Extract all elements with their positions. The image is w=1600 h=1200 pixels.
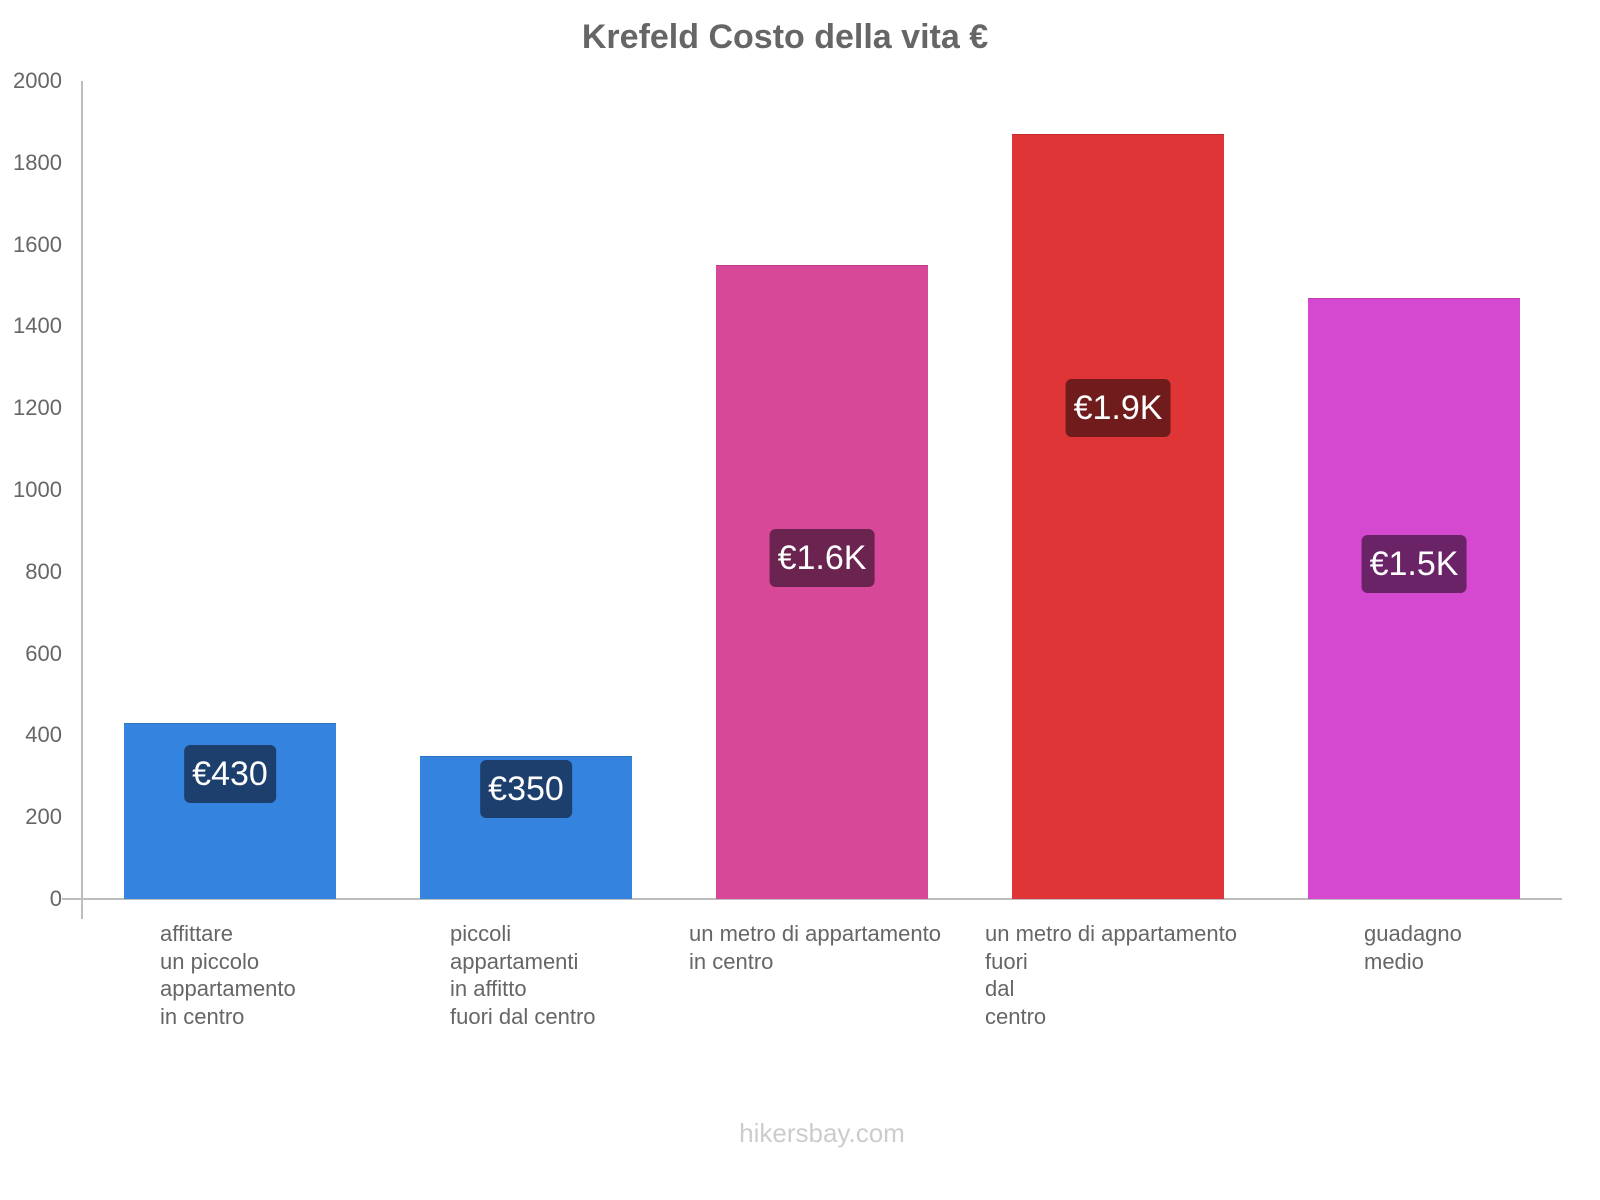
x-category-label: affittare un piccolo appartamento in cen… bbox=[160, 920, 296, 1030]
bar-rent-small-apartment-center: €430 bbox=[124, 723, 336, 899]
y-tick-label: 1400 bbox=[0, 313, 62, 339]
y-tick-label: 200 bbox=[0, 804, 62, 830]
chart-title: Krefeld Costo della vita € bbox=[0, 18, 1570, 57]
value-badge: €1.9K bbox=[1066, 379, 1171, 437]
bar-rent-small-apartment-outside: €350 bbox=[420, 756, 632, 899]
value-badge: €1.6K bbox=[770, 529, 875, 587]
y-tick-label: 400 bbox=[0, 722, 62, 748]
y-tick-label: 1800 bbox=[0, 150, 62, 176]
y-tick-label: 800 bbox=[0, 559, 62, 585]
y-axis-line bbox=[81, 81, 83, 919]
bar-average-salary: €1.5K bbox=[1308, 298, 1520, 899]
x-category-label: guadagno medio bbox=[1364, 920, 1462, 975]
y-tick-label: 1200 bbox=[0, 395, 62, 421]
watermark: hikersbay.com bbox=[0, 1118, 1600, 1149]
value-badge: €1.5K bbox=[1362, 535, 1467, 593]
y-tick-label: 2000 bbox=[0, 68, 62, 94]
x-category-label: un metro di appartamento in centro bbox=[689, 920, 941, 975]
bar-sqm-price-center: €1.6K bbox=[716, 265, 928, 899]
x-category-label: un metro di appartamento fuori dal centr… bbox=[985, 920, 1237, 1030]
bar-sqm-price-outside: €1.9K bbox=[1012, 134, 1224, 899]
y-tick-label: 1000 bbox=[0, 477, 62, 503]
value-badge: €430 bbox=[184, 745, 276, 803]
x-category-label: piccoli appartamenti in affitto fuori da… bbox=[450, 920, 596, 1030]
y-tick-label: 600 bbox=[0, 641, 62, 667]
y-tick-label: 1600 bbox=[0, 232, 62, 258]
y-tick-label: 0 bbox=[0, 886, 62, 912]
value-badge: €350 bbox=[480, 760, 572, 818]
